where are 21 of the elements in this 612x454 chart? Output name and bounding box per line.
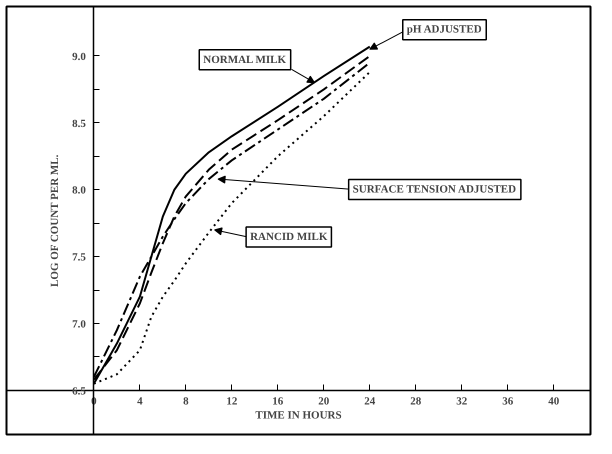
x-tick-label: 16	[272, 395, 284, 408]
x-tick-label: 12	[226, 395, 238, 408]
x-tick-label: 32	[456, 395, 468, 408]
annotation: RANCID MILK	[250, 230, 328, 243]
annotation: NORMAL MILK	[203, 54, 287, 66]
annotation: SURFACE TENSION ADJUSTED	[352, 184, 516, 196]
y-tick-label: 8.0	[72, 184, 86, 197]
x-tick-label: 20	[318, 395, 330, 408]
x-tick-label: 40	[548, 395, 560, 408]
x-axis-title: TIME IN HOURS	[255, 410, 342, 422]
annotation: pH ADJUSTED	[406, 24, 482, 36]
y-tick-label: 8.5	[72, 118, 86, 130]
x-tick-label: 36	[502, 395, 514, 408]
x-tick-label: 8	[183, 395, 190, 408]
y-axis-title: LOG OF COUNT PER ML.	[48, 154, 61, 287]
y-tick-label: 9.0	[72, 50, 86, 63]
y-tick-label: 7.5	[72, 252, 86, 264]
x-tick-label: 4	[137, 395, 144, 408]
y-tick-label: 7.0	[72, 318, 86, 330]
x-tick-label: 24	[364, 395, 376, 408]
x-tick-label: 28	[410, 395, 422, 408]
